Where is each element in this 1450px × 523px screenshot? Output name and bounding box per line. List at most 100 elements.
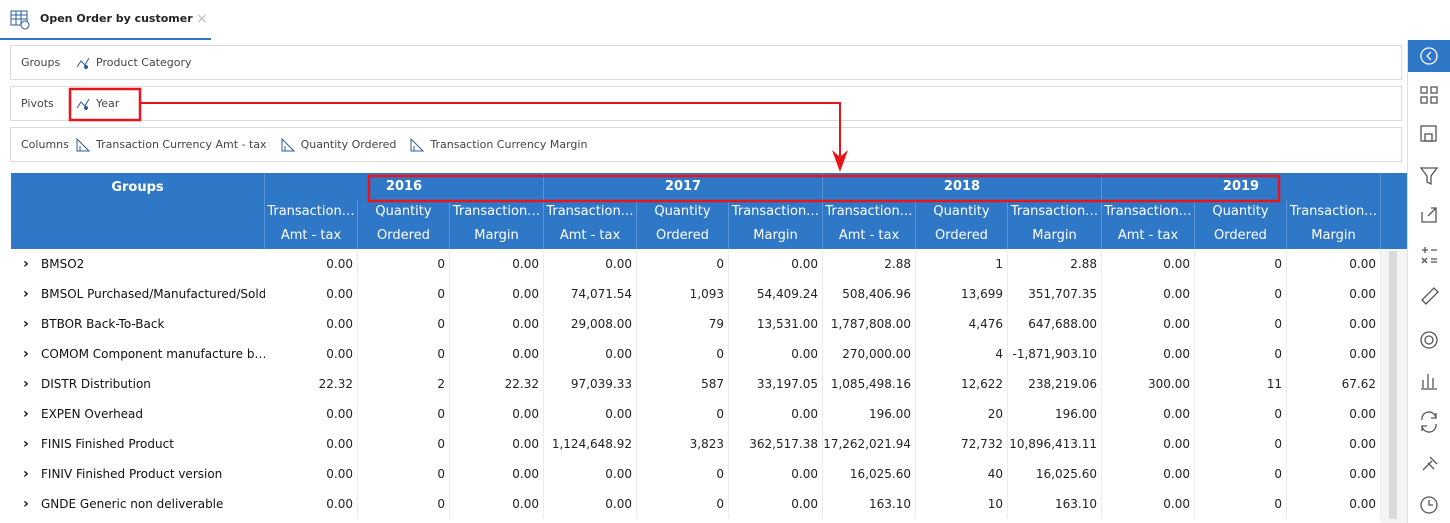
row-label[interactable]: FINIV Finished Product version › bbox=[11, 459, 265, 489]
drop-zone: Pivots Year bbox=[10, 86, 1402, 121]
value-cell: 0.00 bbox=[729, 459, 823, 489]
value-cell: 0.00 bbox=[265, 339, 358, 369]
value-cell: 300.00 bbox=[1102, 369, 1195, 399]
zone-item[interactable]: Year bbox=[76, 97, 119, 111]
column-header[interactable]: Quantity Ordered bbox=[358, 200, 450, 249]
value-cell: 10,896,413.11 bbox=[1008, 429, 1102, 459]
column-header[interactable]: Transaction… Amt - tax bbox=[544, 200, 637, 249]
expand-chevron[interactable]: › bbox=[23, 256, 29, 272]
sidebar-icons[interactable] bbox=[1408, 40, 1450, 523]
value-cell: 0.00 bbox=[265, 489, 358, 519]
value-cell: 16,025.60 bbox=[823, 459, 916, 489]
column-header[interactable]: Transaction… Margin bbox=[1287, 200, 1381, 249]
header-line: Transaction… bbox=[825, 204, 913, 219]
header-line: Margin bbox=[1032, 228, 1077, 243]
column-header[interactable]: Transaction… Margin bbox=[450, 200, 544, 249]
value-cell: 54,409.24 bbox=[729, 279, 823, 309]
value-cell: 1,093 bbox=[637, 279, 729, 309]
expand-chevron[interactable]: › bbox=[23, 406, 29, 422]
item-icon bbox=[281, 137, 295, 151]
value-cell: 508,406.96 bbox=[823, 279, 916, 309]
value-cell: 20 bbox=[916, 399, 1008, 429]
value-cell: 0.00 bbox=[1102, 249, 1195, 279]
drop-zone: Groups Product Category bbox=[10, 45, 1402, 80]
zone-item[interactable]: Transaction Currency Amt - tax bbox=[76, 137, 267, 152]
expand-chevron[interactable]: › bbox=[23, 496, 29, 512]
value-cell: 0 bbox=[358, 489, 450, 519]
sidebar bbox=[1407, 40, 1450, 523]
row-label[interactable]: GNDE Generic non deliverable › bbox=[11, 489, 265, 519]
value-cell: 3,823 bbox=[637, 429, 729, 459]
value-cell: 0.00 bbox=[1102, 309, 1195, 339]
groups-header: Groups bbox=[11, 173, 265, 249]
value-cell: 0 bbox=[637, 249, 729, 279]
value-cell: 270,000.00 bbox=[823, 339, 916, 369]
header-line: Transaction… bbox=[731, 204, 820, 219]
item-icon bbox=[76, 98, 90, 110]
column-header[interactable]: Transaction… Amt - tax bbox=[265, 200, 358, 249]
row-label[interactable]: BMSOL Purchased/Manufactured/Sold › bbox=[11, 279, 265, 309]
item-label: Transaction Currency Margin bbox=[430, 138, 588, 151]
tab[interactable]: Open Order by customer × bbox=[0, 0, 211, 40]
value-cell: 67.62 bbox=[1287, 369, 1381, 399]
expand-chevron[interactable]: › bbox=[23, 286, 29, 302]
zone-label: Pivots bbox=[21, 97, 54, 110]
column-header[interactable]: Transaction… Margin bbox=[729, 200, 823, 249]
header-line: Amt - tax bbox=[838, 228, 900, 243]
value-cell: 12,622 bbox=[916, 369, 1008, 399]
row-label[interactable]: EXPEN Overhead › bbox=[11, 399, 265, 429]
column-header[interactable]: Transaction… Margin bbox=[1008, 200, 1102, 249]
header-line: Transaction… bbox=[546, 204, 634, 219]
value-cell: 33,197.05 bbox=[729, 369, 823, 399]
value-cell: 0.00 bbox=[1102, 279, 1195, 309]
row-label[interactable]: DISTR Distribution › bbox=[11, 369, 265, 399]
item-label: Transaction Currency Amt - tax bbox=[96, 138, 267, 151]
expand-chevron[interactable]: › bbox=[23, 316, 29, 332]
value-cell: 0.00 bbox=[1102, 459, 1195, 489]
value-cell: 11 bbox=[1195, 369, 1287, 399]
expand-chevron[interactable]: › bbox=[23, 436, 29, 452]
column-header[interactable]: Transaction… Amt - tax bbox=[1102, 200, 1195, 249]
column-header[interactable]: Quantity Ordered bbox=[637, 200, 729, 249]
header-line: Transaction… bbox=[1010, 204, 1099, 219]
value-cell: 0.00 bbox=[1287, 429, 1381, 459]
value-cell: 0 bbox=[1195, 309, 1287, 339]
item-label: Quantity Ordered bbox=[300, 138, 397, 151]
value-cell: 362,517.38 bbox=[729, 429, 823, 459]
expand-chevron[interactable]: › bbox=[23, 466, 29, 482]
value-cell: 79 bbox=[637, 309, 729, 339]
value-cell: 22.32 bbox=[450, 369, 544, 399]
column-header[interactable]: Quantity Ordered bbox=[916, 200, 1008, 249]
value-cell: 0.00 bbox=[729, 249, 823, 279]
tab-close[interactable]: × bbox=[196, 11, 208, 27]
zone-item[interactable]: Product Category bbox=[76, 56, 192, 70]
header-line: Quantity bbox=[375, 204, 432, 219]
zone-item[interactable]: Transaction Currency Margin bbox=[410, 137, 588, 152]
row-label[interactable]: FINIS Finished Product › bbox=[11, 429, 265, 459]
value-cell: 2.88 bbox=[823, 249, 916, 279]
row-label[interactable]: BTBOR Back-To-Back › bbox=[11, 309, 265, 339]
year-header: 2016 bbox=[265, 173, 544, 200]
row-label[interactable]: BMSO2 › bbox=[11, 249, 265, 279]
value-cell: 0 bbox=[1195, 489, 1287, 519]
value-cell: 0.00 bbox=[1287, 309, 1381, 339]
header-line: Amt - tax bbox=[1117, 228, 1179, 243]
value-cell: 587 bbox=[637, 369, 729, 399]
header-line: Margin bbox=[1311, 228, 1356, 243]
row-label[interactable]: COMOM Component manufacture b… › bbox=[11, 339, 265, 369]
value-cell: 0.00 bbox=[450, 489, 544, 519]
value-cell: 0 bbox=[637, 339, 729, 369]
zone-label: Columns bbox=[21, 138, 69, 151]
zone-item[interactable]: Quantity Ordered bbox=[281, 137, 397, 152]
year-header: 2018 bbox=[823, 173, 1102, 200]
tab-icon bbox=[10, 10, 30, 30]
header-line: Ordered bbox=[1214, 228, 1267, 243]
scrollbar[interactable] bbox=[1381, 249, 1407, 523]
column-header[interactable]: Transaction… Amt - tax bbox=[823, 200, 916, 249]
header-fill bbox=[1381, 173, 1407, 249]
column-header[interactable]: Quantity Ordered bbox=[1195, 200, 1287, 249]
value-cell: 4 bbox=[916, 339, 1008, 369]
expand-chevron[interactable]: › bbox=[23, 346, 29, 362]
value-cell: 2.88 bbox=[1008, 249, 1102, 279]
expand-chevron[interactable]: › bbox=[23, 376, 29, 392]
